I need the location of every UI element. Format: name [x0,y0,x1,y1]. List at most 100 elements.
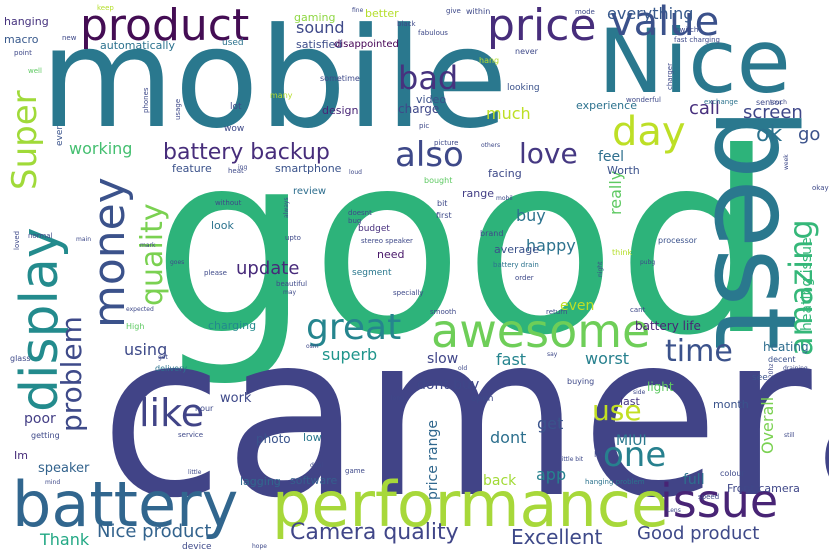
word: MI [594,450,604,459]
word: lagging [240,475,281,488]
word: Worth [607,164,640,177]
word: Overall [758,396,777,454]
word: charger [666,63,674,90]
word: High [126,322,145,331]
word: little bit [560,456,584,463]
word: look [211,219,234,232]
word: okay [812,184,829,192]
word: macro [4,33,39,46]
word: night [597,261,604,277]
word: work [220,391,252,406]
word: bought [424,176,453,185]
word: poor [24,411,56,427]
word: update [236,258,300,279]
word: gaming [294,11,336,24]
word: say [547,351,558,358]
word: picture [434,139,459,147]
word: Nice product [97,521,212,542]
word: battery drain [493,261,539,269]
word: low [303,431,322,444]
word: Super [5,90,45,190]
word: fast [496,350,527,369]
word: normal [28,232,53,240]
word: got [158,354,168,361]
word: cant [630,306,646,314]
word: loved [13,230,21,250]
word: Front camera [727,482,800,495]
word: slow [427,351,459,367]
word: order [515,274,534,282]
word: sound [296,18,345,37]
word: range [462,187,494,200]
word: day [612,109,686,155]
word: time [665,334,733,369]
word: back [483,473,517,489]
word: ok [756,122,783,147]
word: give [446,7,461,15]
word: worst [585,349,630,368]
word: others [481,142,501,149]
word: awesome [431,304,651,358]
word: Good product [637,523,760,544]
word: need [377,248,405,261]
word: return [546,308,568,316]
word: segment [352,268,392,278]
word: sometime [320,74,360,83]
word: hope [252,543,267,550]
word: feel [598,149,625,165]
word: speaker [38,461,90,476]
word: mobile [40,0,509,159]
word: looking [507,83,540,93]
word: facing [488,167,522,180]
word: point [14,49,32,57]
word: battery backup [163,140,330,165]
word: quality [135,203,170,306]
word: keep [97,4,114,12]
word: loud [349,169,362,176]
word: MIUI [616,433,647,449]
word: design [322,104,359,117]
word: really [606,170,625,215]
word: usage [174,98,182,120]
word: processor [658,236,697,245]
word: issue [660,474,779,528]
word: charge [398,102,440,116]
word: still [784,432,795,439]
word: call [689,98,720,119]
word: full [683,472,705,488]
word: fabulous [418,29,448,37]
word: better [365,7,399,20]
word: performance [272,468,670,541]
word: buy [516,206,546,225]
word: open [471,394,494,404]
word: Im [14,449,28,462]
word: battery life [635,319,701,333]
word: black [397,20,416,28]
word: pubg [640,259,656,266]
word: happy [526,236,576,255]
word: automatically [100,39,175,52]
word: like [139,391,205,435]
word: camera [100,286,829,548]
word: go [798,124,821,145]
word: light [647,380,674,394]
word: hanging [4,15,49,28]
word: ing [238,164,248,171]
word: lot [230,102,242,112]
word: stereo speaker [361,237,413,245]
word: much [486,104,531,123]
word: beautiful [276,280,308,288]
word: draining [783,365,808,372]
word: without [215,199,242,207]
word: used [222,38,244,48]
word: within [466,7,491,16]
word: sensor [756,98,783,107]
word: one [603,435,667,475]
word: bug [348,217,362,225]
word: wonderful [626,96,661,104]
word: value [610,0,720,45]
word: week [783,154,790,170]
word: expected [126,306,154,313]
word: goes [170,259,185,266]
